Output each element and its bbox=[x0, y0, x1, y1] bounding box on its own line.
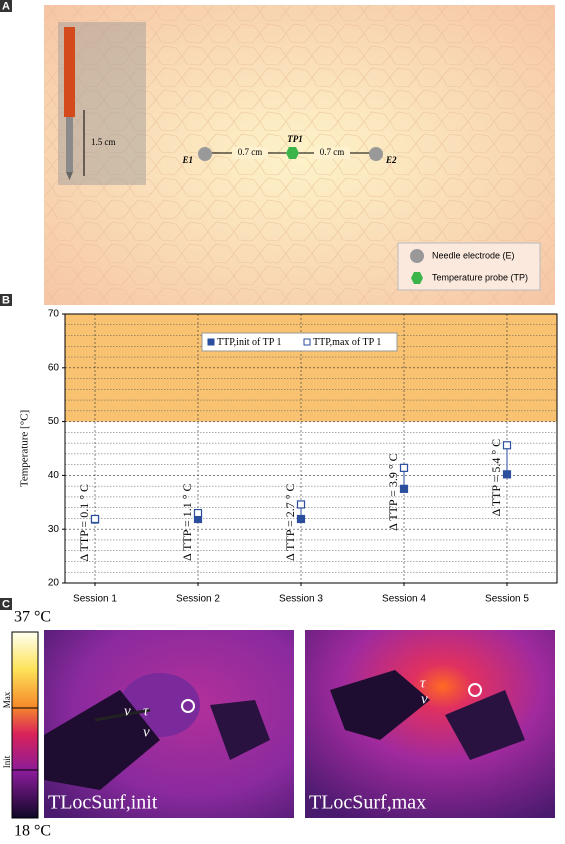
legend-symbol bbox=[410, 249, 424, 263]
device-shadow bbox=[445, 690, 525, 760]
image-caption: TLocSurf,max bbox=[309, 792, 426, 814]
marker bbox=[193, 508, 203, 518]
marker bbox=[90, 514, 100, 524]
colorbar-max: 37 °C bbox=[14, 609, 51, 626]
y-axis-label: Temperature [°C] bbox=[19, 410, 31, 487]
legend-label: TTP,init of TP 1 bbox=[217, 337, 281, 348]
delta-annotation: Δ TTP = 1.1 ° C bbox=[180, 483, 194, 561]
legend-symbol bbox=[207, 338, 215, 346]
colorbar bbox=[11, 631, 39, 819]
device-shadow bbox=[210, 700, 270, 760]
delta-annotation: Δ TTP = 2.7 ° C bbox=[283, 483, 297, 561]
probe-label: TP1 bbox=[287, 134, 303, 144]
needle bbox=[94, 708, 151, 722]
legend-box bbox=[201, 332, 398, 352]
marker bbox=[296, 514, 306, 524]
electrode bbox=[369, 147, 383, 161]
chart: 20 30 40 50 60 70 Temperature [°C] Session 1 Ses… bbox=[19, 309, 558, 605]
probe-marker bbox=[468, 683, 482, 697]
image-caption: TLocSurf,init bbox=[48, 792, 158, 814]
device-shadow bbox=[44, 690, 160, 790]
device-shadow bbox=[330, 670, 430, 740]
delta-annotation: Δ TTP = 0.1 ° C bbox=[77, 484, 91, 562]
marker bbox=[399, 463, 409, 472]
y-tick-label: 70 bbox=[48, 309, 60, 320]
needle-length: 1.5 cm bbox=[91, 137, 116, 147]
legend-label: TTP,max of TP 1 bbox=[313, 337, 381, 348]
needle-shaft bbox=[66, 117, 73, 172]
panel-label: B bbox=[2, 294, 10, 306]
needle-tip bbox=[66, 172, 73, 180]
symbol: ν bbox=[124, 703, 131, 719]
y-tick-label: 30 bbox=[48, 524, 60, 535]
legend-symbol bbox=[411, 272, 423, 284]
distance-box bbox=[232, 147, 268, 159]
y-tick-label: 60 bbox=[48, 362, 60, 373]
symbol: τ bbox=[143, 703, 149, 719]
x-tick-label: Session 1 bbox=[73, 594, 117, 605]
marker bbox=[399, 484, 409, 493]
symbol: τ bbox=[420, 675, 426, 691]
x-tick-label: Session 3 bbox=[279, 594, 323, 605]
panel-label: A bbox=[2, 0, 10, 12]
symbol: ν bbox=[143, 724, 150, 740]
probe bbox=[286, 147, 299, 159]
plot-frame bbox=[64, 313, 558, 584]
delta-annotation: Δ TTP = 5.4 ° C bbox=[489, 439, 503, 517]
y-tick-label: 20 bbox=[48, 578, 60, 589]
marker bbox=[502, 470, 512, 479]
panel-label: C bbox=[2, 598, 10, 610]
panel-label-box bbox=[0, 598, 12, 610]
delta-annotation: Δ TTP = 3.9 ° C bbox=[386, 453, 400, 531]
marker bbox=[296, 500, 306, 509]
x-tick-label: Session 2 bbox=[176, 594, 220, 605]
distance-box bbox=[314, 147, 350, 159]
probe-marker bbox=[181, 699, 195, 713]
panel-label-box bbox=[0, 294, 12, 306]
symbol: ν bbox=[421, 691, 428, 707]
distance-label: 0.7 cm bbox=[238, 147, 263, 157]
marker bbox=[502, 441, 512, 450]
panel-label-box bbox=[0, 0, 12, 12]
y-tick-label: 40 bbox=[48, 470, 60, 481]
distance-label: 0.7 cm bbox=[320, 147, 345, 157]
legend-symbol bbox=[303, 338, 311, 346]
needle-handle bbox=[64, 27, 75, 117]
colorbar-mark: Max bbox=[2, 691, 12, 708]
electrode bbox=[198, 147, 212, 161]
legend-label: Needle electrode (E) bbox=[432, 250, 515, 260]
legend-label: Temperature probe (TP) bbox=[432, 272, 528, 282]
electrode-label: E2 bbox=[385, 155, 397, 165]
x-tick-label: Session 5 bbox=[485, 594, 529, 605]
y-tick-label: 50 bbox=[48, 416, 60, 427]
colorbar-min: 18 °C bbox=[14, 823, 51, 840]
x-tick-label: Session 4 bbox=[382, 594, 426, 605]
electrode-label: E1 bbox=[181, 155, 193, 165]
colorbar-mark: Init bbox=[2, 755, 12, 768]
